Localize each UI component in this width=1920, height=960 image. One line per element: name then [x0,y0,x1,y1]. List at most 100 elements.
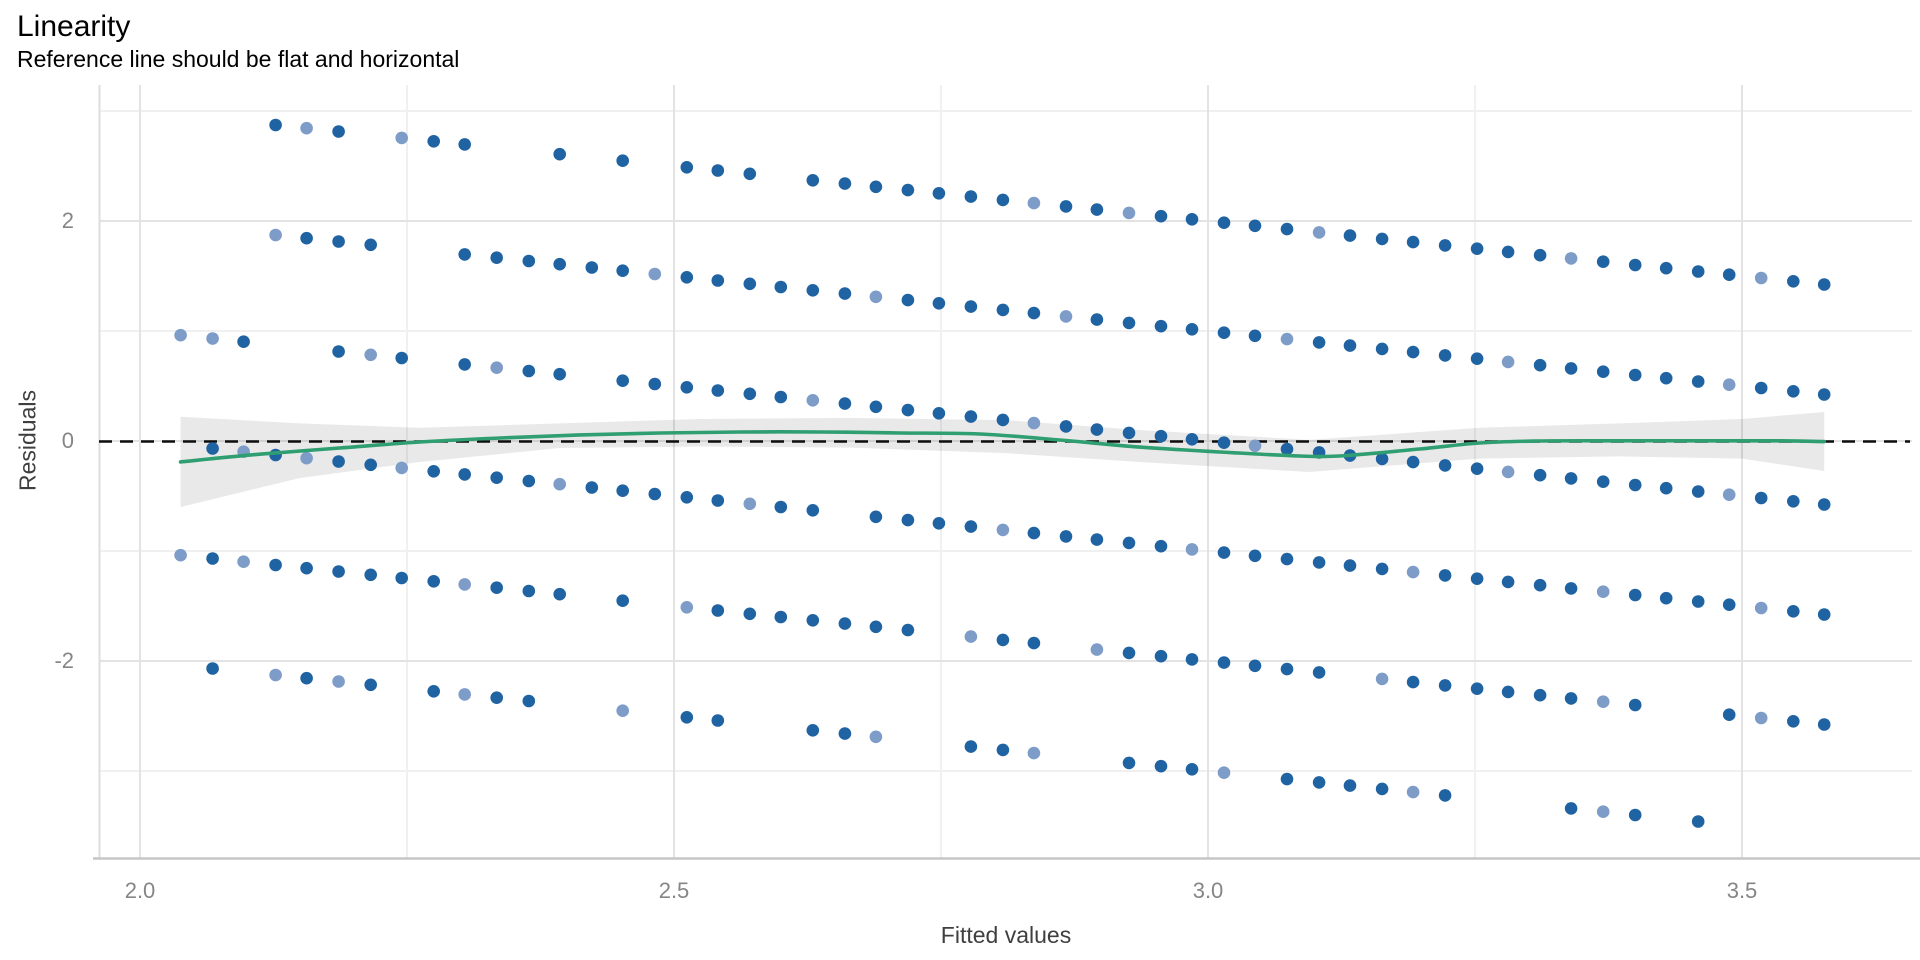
data-point [1628,478,1642,492]
data-point [743,167,757,181]
data-point [522,474,536,488]
data-point [1312,336,1326,349]
data-point [1501,355,1515,369]
data-point [269,118,282,132]
data-point [1090,643,1104,656]
data-point [680,161,694,174]
data-point [711,164,725,177]
data-point [1787,495,1800,508]
data-point [1154,539,1168,553]
data-point [964,410,978,423]
data-point [1090,423,1104,436]
data-point [1122,316,1136,330]
data-point [1248,439,1262,453]
data-point [1122,536,1136,550]
data-point [1659,591,1673,605]
data-point [869,620,883,634]
data-point [743,607,757,621]
data-point [1375,782,1389,796]
data-point [458,248,472,261]
data-point [1596,255,1610,268]
data-point [269,558,282,572]
data-point [901,513,915,527]
data-point [869,180,883,194]
data-point [1691,265,1705,278]
data-point [1248,329,1262,343]
data-point [1817,388,1831,401]
data-point [1817,498,1831,511]
data-point [901,293,915,307]
data-point [648,487,662,501]
data-point [206,552,219,565]
data-point [395,461,409,475]
data-point [616,594,629,607]
data-point [1817,718,1831,731]
data-point [1217,546,1231,559]
data-point [838,397,852,410]
data-point [680,271,694,284]
data-point [1280,332,1294,346]
data-point [1185,653,1199,666]
data-point [553,147,566,161]
data-point [743,277,757,291]
data-point [1691,485,1705,498]
data-point [1406,565,1420,579]
data-point [300,121,313,135]
data-point [806,284,820,297]
data-point [1280,772,1294,786]
data-point [1375,452,1389,466]
data-point [553,257,566,271]
data-point [964,520,978,533]
data-point [648,377,662,391]
data-point [458,138,472,151]
data-point [1533,578,1547,592]
data-point [1406,455,1420,469]
data-point [174,328,187,342]
data-point [1722,488,1736,502]
data-point [806,504,820,517]
data-point [964,300,978,313]
data-point [1722,598,1736,611]
data-point [427,135,441,148]
data-point [869,290,883,304]
data-point [996,193,1010,207]
data-point [774,610,788,624]
data-point [1312,666,1326,679]
data-point [427,685,441,698]
data-point [332,675,345,688]
data-point [1754,381,1768,395]
data-point [1280,662,1294,676]
data-point [1059,420,1073,433]
residual-points [174,118,1831,828]
data-point [996,743,1010,757]
data-point [522,584,536,598]
data-point [1470,352,1484,366]
data-point [1154,319,1168,333]
data-point [206,442,219,455]
data-point [1438,569,1452,582]
data-point [1406,345,1420,359]
data-point [743,387,757,401]
data-point [1533,468,1547,482]
data-point [838,177,852,190]
data-point [711,604,725,617]
x-tick-label: 3.5 [1726,878,1758,903]
data-point [1754,491,1768,505]
data-point [395,571,409,585]
data-point [300,671,313,685]
data-point [490,361,504,375]
data-point [1628,588,1642,602]
data-point [1659,371,1673,385]
data-point [458,358,472,371]
data-point [1754,601,1768,615]
data-point [1533,358,1547,372]
data-point [932,187,946,200]
data-point [806,724,820,737]
data-point [838,617,852,630]
data-point [1343,339,1357,352]
data-point [1154,209,1168,223]
data-point [1090,203,1104,216]
data-point [616,154,629,167]
data-point [616,264,629,278]
data-point [1059,530,1073,543]
